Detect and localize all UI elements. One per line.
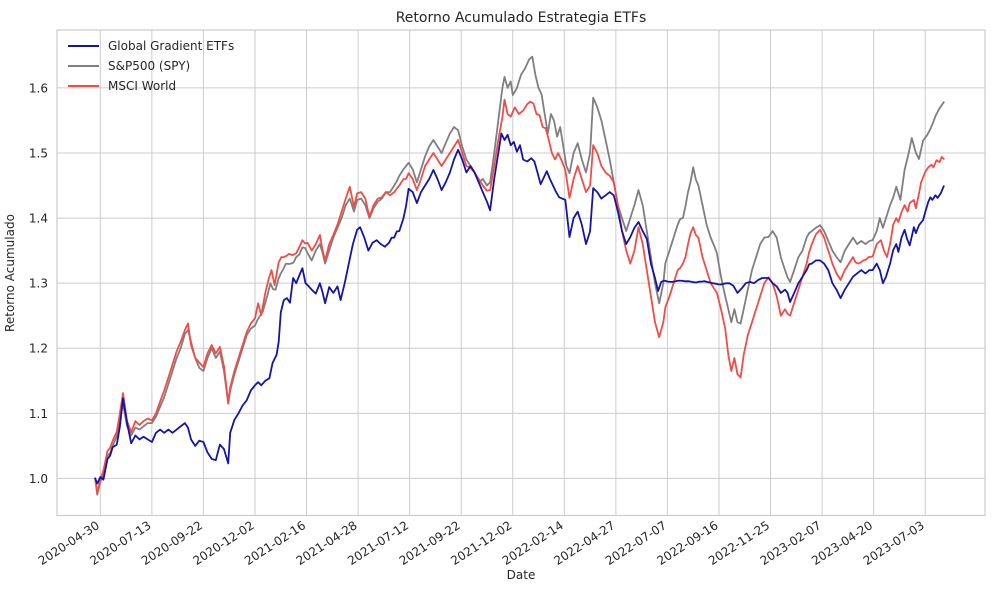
series-line-global-gradient-etfs xyxy=(94,132,945,485)
legend-label: MSCI World xyxy=(108,79,177,93)
legend-label: S&P500 (SPY) xyxy=(108,59,191,73)
legend-line-sample xyxy=(68,45,99,47)
y-tick-label: 1.3 xyxy=(29,277,48,291)
y-tick-label: 1.1 xyxy=(29,407,48,421)
chart-title: Retorno Acumulado Estrategia ETFs xyxy=(395,10,647,26)
legend-line-sample xyxy=(68,85,99,87)
y-tick-label: 1.0 xyxy=(29,472,48,486)
legend: Global Gradient ETFs S&P500 (SPY) MSCI Wor… xyxy=(68,39,234,93)
legend-item-global-gradient-etfs: Global Gradient ETFs xyxy=(68,39,234,53)
y-tick-label: 1.6 xyxy=(29,81,48,95)
legend-line-sample xyxy=(68,65,99,67)
series-line-msci-world xyxy=(94,98,945,494)
y-axis-label: Retorno Acumulado xyxy=(3,214,17,332)
legend-item-s-p500-spy: S&P500 (SPY) xyxy=(68,59,234,73)
axes-spines xyxy=(56,29,986,517)
y-tick-label: 1.2 xyxy=(29,342,48,356)
series-line-s-p500-spy xyxy=(94,55,945,496)
plot-area xyxy=(57,30,985,516)
y-tick-label: 1.5 xyxy=(29,147,48,161)
legend-label: Global Gradient ETFs xyxy=(108,39,235,53)
legend-item-msci-world: MSCI World xyxy=(68,79,234,93)
x-axis-label: Date xyxy=(506,568,536,582)
y-tick-label: 1.4 xyxy=(29,212,48,226)
